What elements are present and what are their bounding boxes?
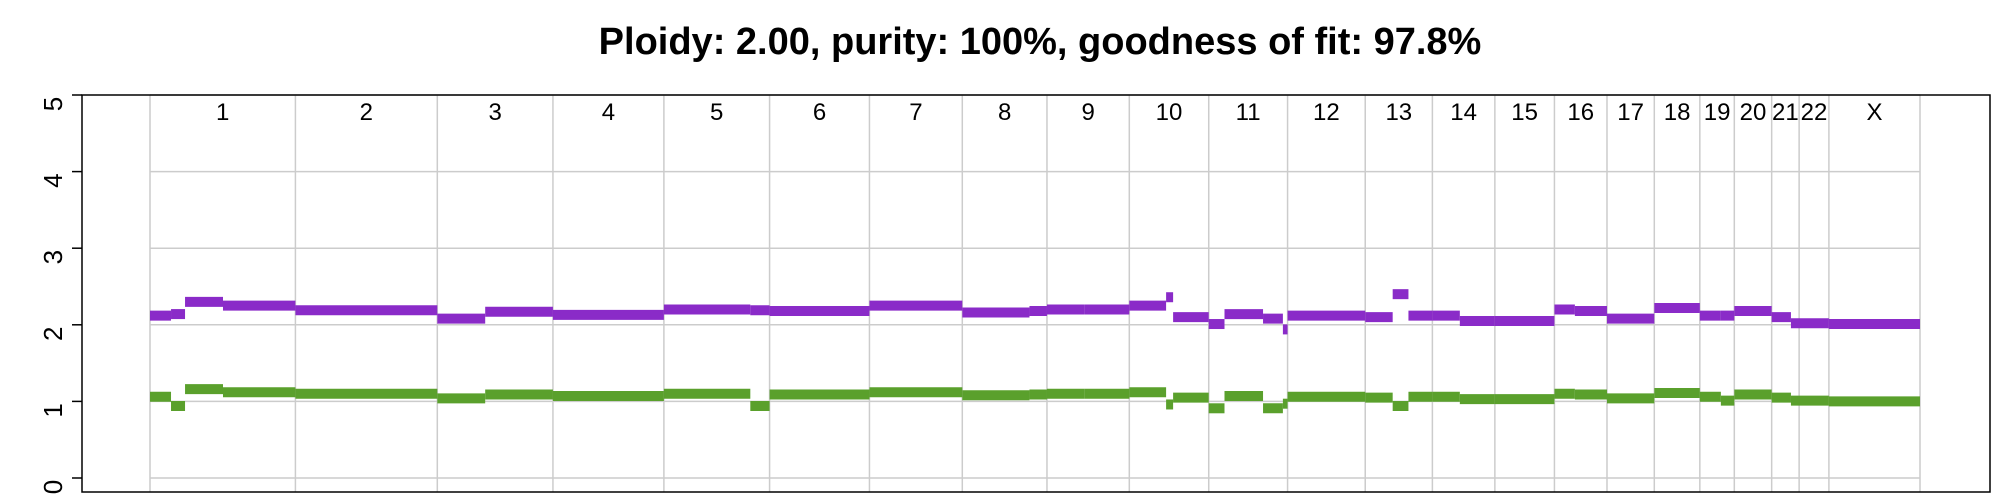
chromosome-label: 2 <box>360 99 373 126</box>
chromosome-label: 15 <box>1511 99 1538 126</box>
y-axis: 0 1 2 3 4 5 <box>38 94 82 494</box>
chromosome-label: 8 <box>998 99 1011 126</box>
y-tick-label: 5 <box>38 97 68 111</box>
y-tick-label: 1 <box>38 403 68 417</box>
plot-frame <box>81 94 1991 493</box>
chromosome-label: 11 <box>1236 99 1261 126</box>
chromosome-label: 22 <box>1801 99 1828 126</box>
chromosome-label: X <box>1866 99 1882 126</box>
chromosome-label: 6 <box>813 99 826 126</box>
chromosome-label: 14 <box>1450 99 1477 126</box>
chromosome-label: 19 <box>1704 99 1731 126</box>
y-tick-label: 3 <box>38 250 68 264</box>
chromosome-label: 3 <box>488 99 501 126</box>
chromosome-label: 16 <box>1567 99 1594 126</box>
chromosome-label: 4 <box>602 99 615 126</box>
y-tick-label: 2 <box>38 327 68 341</box>
chromosome-label: 1 <box>216 99 229 126</box>
chromosome-label: 5 <box>710 99 723 126</box>
grid-layer <box>149 94 1921 492</box>
chromosome-label: 9 <box>1081 99 1094 126</box>
chromosome-labels: 1 2 3 4 5 6 7 8 9 10 11 12 13 14 15 16 17 18 19 20 21 22 X <box>216 99 1882 126</box>
y-tick-label: 4 <box>38 173 68 187</box>
chromosome-label: 21 <box>1772 99 1799 126</box>
chromosome-label: 7 <box>909 99 922 126</box>
chromosome-label: 18 <box>1664 99 1691 126</box>
chromosome-label: 17 <box>1617 99 1644 126</box>
chromosome-label: 13 <box>1385 99 1412 126</box>
series-layer <box>150 289 1920 414</box>
chromosome-label: 10 <box>1156 99 1183 126</box>
chromosome-label: 12 <box>1313 99 1340 126</box>
y-tick-label: 0 <box>38 480 68 494</box>
chromosome-label: 20 <box>1740 99 1767 126</box>
chart-title: Ploidy: 2.00, purity: 100%, goodness of … <box>599 21 1482 63</box>
